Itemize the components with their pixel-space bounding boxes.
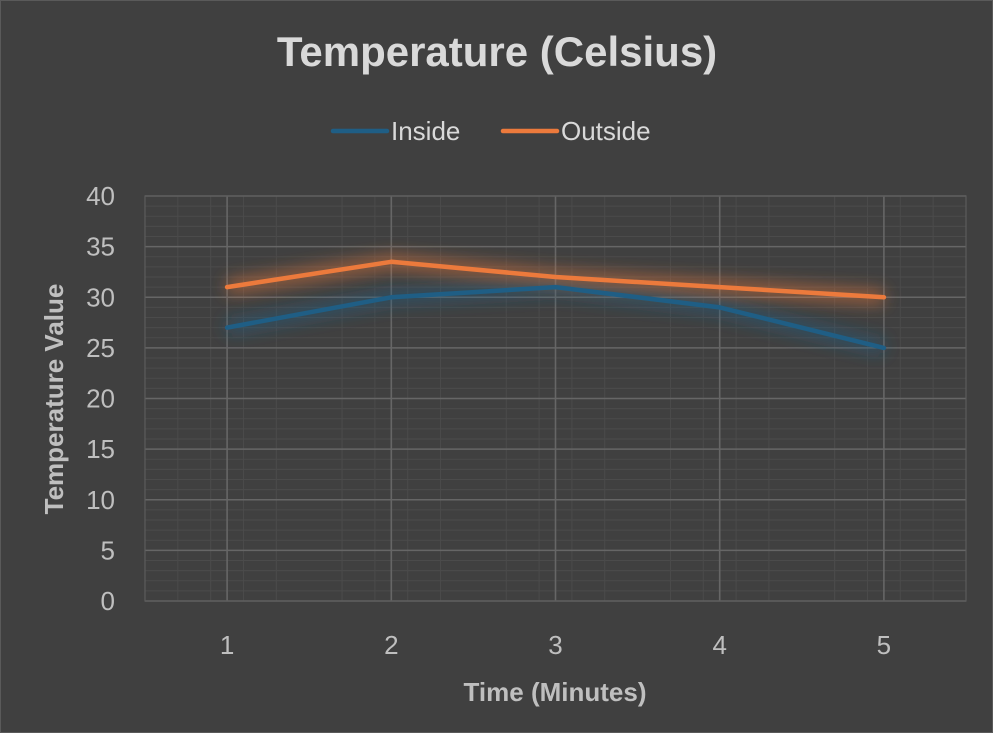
series-lines [224, 259, 887, 351]
y-tick-label: 35 [86, 232, 115, 262]
x-axis-title: Time (Minutes) [464, 677, 647, 707]
legend-item-inside: Inside [330, 116, 460, 146]
x-tick-label: 2 [384, 630, 398, 660]
legend-item-outside: Outside [500, 116, 651, 146]
y-tick-label: 20 [86, 384, 115, 414]
y-axis-tick-labels: 0 5 10 15 20 25 30 35 40 [86, 181, 115, 616]
legend: Inside Outside [330, 116, 651, 146]
y-tick-label: 0 [101, 586, 115, 616]
y-axis-title: Temperature Value [39, 284, 69, 515]
y-tick-label: 5 [101, 535, 115, 565]
y-tick-label: 25 [86, 333, 115, 363]
chart-title: Temperature (Celsius) [277, 28, 717, 75]
x-tick-label: 4 [712, 630, 726, 660]
y-tick-label: 30 [86, 282, 115, 312]
x-tick-label: 3 [548, 630, 562, 660]
x-axis-tick-labels: 1 2 3 4 5 [220, 630, 891, 660]
series-line-inside [224, 284, 887, 351]
legend-label: Outside [561, 116, 651, 146]
legend-label: Inside [391, 116, 460, 146]
y-tick-label: 15 [86, 434, 115, 464]
y-tick-label: 10 [86, 485, 115, 515]
x-tick-label: 1 [220, 630, 234, 660]
series-line-outside [224, 259, 887, 300]
gridlines [145, 195, 966, 602]
plot-area-border [144, 195, 967, 602]
x-tick-label: 5 [877, 630, 891, 660]
y-tick-label: 40 [86, 181, 115, 211]
